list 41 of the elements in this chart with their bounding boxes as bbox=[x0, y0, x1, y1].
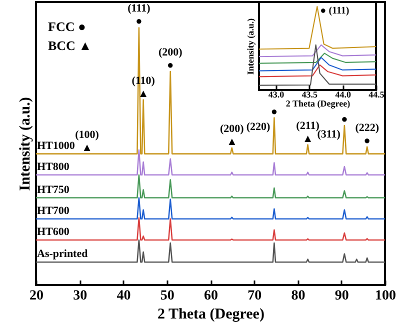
x-tick-label: 90 bbox=[334, 288, 349, 304]
x-tick-label: 30 bbox=[73, 288, 88, 304]
y-axis-title: Intensity (a.u.) bbox=[18, 97, 34, 191]
x-axis-title: 2 Theta (Degree) bbox=[158, 306, 264, 322]
annotation: FCC ● bbox=[48, 19, 86, 34]
series-label: HT750 bbox=[37, 184, 70, 196]
x-tick-label: 43.5 bbox=[302, 90, 318, 100]
annotation: ● (111) bbox=[320, 6, 350, 17]
annotation: (111) bbox=[128, 2, 151, 15]
annotation: ▲ bbox=[302, 132, 314, 145]
annotation: ● bbox=[167, 59, 174, 72]
x-tick-label: 60 bbox=[204, 288, 218, 304]
series-label: HT1000 bbox=[37, 140, 76, 152]
series-label: HT700 bbox=[37, 204, 70, 217]
annotation: ● bbox=[364, 134, 370, 147]
annotation: ● bbox=[136, 16, 142, 28]
x-tick-label: 20 bbox=[30, 288, 44, 304]
x-tick-label: 70 bbox=[248, 288, 262, 304]
x-tick-label: 44.5 bbox=[368, 90, 385, 100]
annotation: (220) bbox=[246, 120, 271, 133]
x-axis-title: 2 Theta (Degree) bbox=[286, 98, 350, 108]
series-label: As-printed bbox=[37, 248, 88, 260]
x-tick-label: 40 bbox=[116, 288, 131, 304]
x-tick-label: 44.0 bbox=[335, 90, 352, 100]
x-tick-label: 100 bbox=[375, 288, 396, 304]
annotation: ● bbox=[341, 113, 348, 126]
series-label: HT800 bbox=[37, 160, 70, 173]
annotation: BCC ▲ bbox=[48, 38, 92, 53]
annotation: (200) bbox=[220, 122, 244, 135]
annotation: (211) bbox=[296, 120, 320, 132]
annotation: ● bbox=[270, 106, 278, 118]
annotation: (200) bbox=[158, 46, 183, 58]
annotation: (222) bbox=[355, 122, 380, 134]
x-tick-label: 43.0 bbox=[268, 90, 285, 100]
x-tick-label: 50 bbox=[160, 288, 174, 304]
y-axis-title: Intensity (a.u.) bbox=[246, 18, 256, 75]
annotation: ▲ bbox=[226, 136, 238, 148]
annotation: (100) bbox=[75, 128, 100, 141]
x-tick-label: 80 bbox=[291, 288, 306, 304]
annotation: ▲ bbox=[82, 142, 92, 154]
series-label: HT600 bbox=[37, 226, 70, 238]
